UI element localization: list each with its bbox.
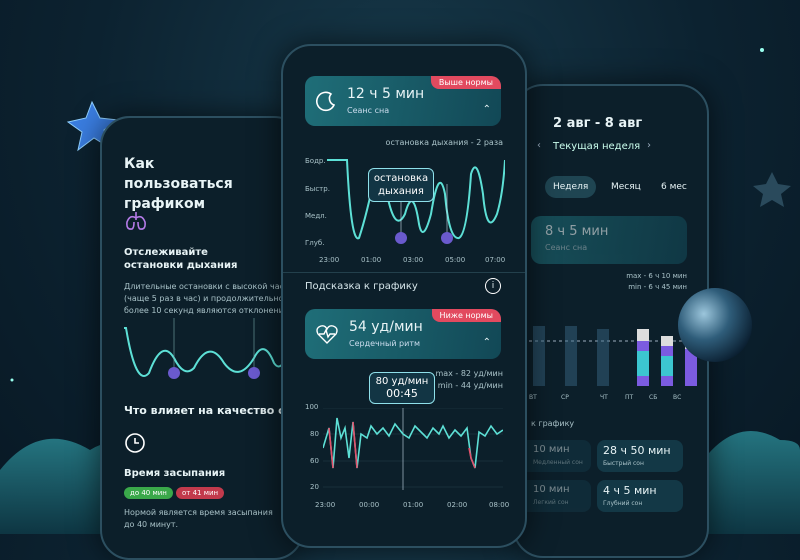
week-bars	[529, 326, 699, 386]
max-label: max - 6 ч 10 мин	[626, 272, 687, 280]
tab-active[interactable]: Неделя	[545, 176, 597, 198]
sleep-card[interactable]: Выше нормы 12 ч 5 мин Сеанс сна ⌃	[305, 76, 501, 126]
stat-label: Легкий сон	[533, 499, 569, 506]
pill-good: до 40 мин	[124, 487, 173, 499]
body-line: Нормой является время засыпания	[124, 508, 273, 517]
stat-label: Медленный сон	[533, 459, 583, 466]
next-arrow[interactable]: ›	[647, 140, 651, 151]
day-label: ПТ	[625, 394, 634, 401]
hint: Подсказка к графику	[305, 281, 418, 292]
badge-low: Ниже нормы	[431, 309, 501, 322]
min-label: min - 6 ч 45 мин	[628, 283, 687, 291]
apnea-tooltip: остановка дыхания	[368, 168, 434, 202]
star	[753, 172, 791, 207]
heart-icon	[316, 325, 338, 344]
hint: к графику	[531, 419, 575, 428]
pill-bad: от 41 мин	[176, 487, 225, 499]
y-label: Быстр.	[305, 185, 330, 193]
stat-value: 10 мин	[533, 444, 570, 455]
sleep-icon	[315, 91, 336, 112]
clock-icon	[125, 433, 145, 453]
breath-wave	[124, 318, 295, 379]
section-title: Что влияет на качество с	[124, 404, 285, 417]
day-label: ЧТ	[600, 394, 608, 401]
y-label: 100	[305, 403, 319, 411]
card-label: Сеанс сна	[545, 243, 588, 252]
card-value: 8 ч 5 мин	[545, 224, 609, 239]
title: Как пользоваться графиком	[124, 156, 233, 212]
x-label: 07:00	[485, 256, 506, 264]
cloud	[690, 431, 800, 534]
stat-label: Быстрый сон	[603, 460, 644, 467]
body-line: Длительные остановки с высокой част	[124, 282, 289, 291]
sparkle	[760, 48, 764, 52]
stat-card: 10 мин Медленный сон	[519, 440, 591, 472]
apnea-note: остановка дыхания - 2 раза	[385, 138, 503, 147]
card-label: Сердечный ритм	[349, 339, 421, 348]
heart-tooltip: 80 уд/мин 00:45	[369, 372, 435, 404]
phone-center: Выше нормы 12 ч 5 мин Сеанс сна ⌃ остано…	[281, 44, 527, 548]
body-line: более 10 секунд являются отклонени	[124, 306, 284, 315]
x-label: 01:00	[361, 256, 382, 264]
lungs-icon	[126, 212, 146, 230]
x-label: 03:00	[403, 256, 424, 264]
y-label: 80	[310, 430, 319, 438]
heart-card[interactable]: Ниже нормы 54 уд/мин Сердечный ритм ⌃	[305, 309, 501, 359]
sparkle	[10, 378, 14, 382]
tab[interactable]: 6 мес	[661, 182, 687, 192]
section-title: Отслеживайте остановки дыхания	[124, 247, 238, 271]
body-line: (чаще 5 раз в час) и продолжительност	[124, 294, 293, 303]
tooltip-value: 80 уд/мин	[375, 376, 429, 387]
prev-arrow[interactable]: ‹	[537, 140, 541, 151]
x-label: 02:00	[447, 501, 468, 509]
stat-card: 28 ч 50 мин Быстрый сон	[597, 440, 683, 472]
stat-value: 10 мин	[533, 484, 570, 495]
date-range: 2 авг - 8 авг	[553, 116, 643, 131]
x-label: 23:00	[319, 256, 340, 264]
day-label: СР	[561, 394, 569, 401]
info-button[interactable]: i	[485, 278, 501, 294]
phone-left: Как пользоваться графиком Отслеживайте о…	[100, 116, 304, 560]
chevron: ⌃	[482, 104, 491, 115]
phone-right: 2 авг - 8 авг ‹ Текущая неделя › Неделя …	[513, 84, 709, 558]
chevron: ⌃	[482, 337, 491, 348]
y-label: Глуб.	[305, 239, 325, 247]
sleep-card: 8 ч 5 мин Сеанс сна	[531, 216, 687, 264]
day-label: СБ	[649, 394, 658, 401]
card-value: 54 уд/мин	[349, 319, 423, 335]
y-label: 20	[310, 483, 319, 491]
stat-value: 4 ч 5 мин	[603, 484, 657, 497]
card-value: 12 ч 5 мин	[347, 86, 425, 102]
stat-value: 28 ч 50 мин	[603, 444, 671, 457]
x-label: 01:00	[403, 501, 424, 509]
day-label: ВТ	[529, 394, 537, 401]
y-label: 60	[310, 457, 319, 465]
stat-card: 4 ч 5 мин Глубний сон	[597, 480, 683, 512]
x-label: 23:00	[315, 501, 336, 509]
badge-high: Выше нормы	[430, 76, 501, 89]
body-line: до 40 минут.	[124, 520, 179, 529]
sphere	[678, 288, 752, 362]
min-label: min - 44 уд/мин	[437, 381, 503, 390]
card-label: Сеанс сна	[347, 106, 390, 115]
x-label: 05:00	[445, 256, 466, 264]
tooltip-time: 00:45	[386, 387, 418, 400]
day-label: ВС	[673, 394, 682, 401]
tab[interactable]: Месяц	[611, 182, 641, 192]
stat-label: Глубний сон	[603, 500, 643, 507]
stat-card: 10 мин Легкий сон	[519, 480, 591, 512]
x-label: 08:00	[489, 501, 510, 509]
y-label: Бодр.	[305, 157, 326, 165]
divider	[283, 272, 525, 273]
x-label: 00:00	[359, 501, 380, 509]
heart-chart	[323, 408, 503, 490]
max-label: max - 82 уд/мин	[435, 369, 503, 378]
item-title: Время засыпания	[124, 468, 226, 479]
y-label: Медл.	[305, 212, 327, 220]
period: Текущая неделя	[553, 141, 641, 152]
